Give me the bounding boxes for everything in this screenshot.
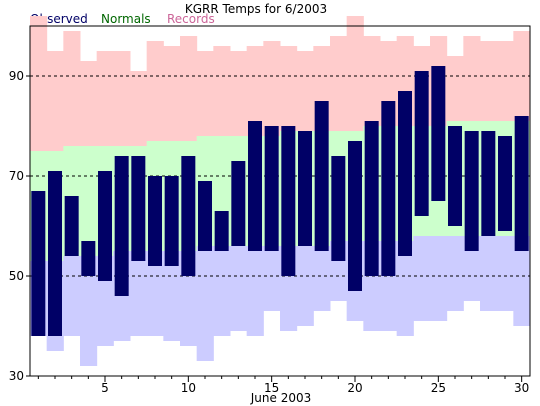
observed-bar-day-1 — [31, 191, 46, 336]
observed-bar-day-25 — [431, 66, 446, 201]
x-tick-label-10: 10 — [181, 381, 196, 395]
observed-bar-day-15 — [264, 126, 279, 251]
record-low-band-day-11 — [196, 246, 214, 361]
record-high-band-day-2 — [46, 51, 64, 151]
record-high-band-day-28 — [480, 41, 498, 121]
record-low-band-day-29 — [496, 236, 514, 311]
y-tick-label-90: 90 — [9, 69, 24, 83]
observed-bar-day-13 — [231, 161, 246, 246]
observed-bar-day-19 — [331, 156, 346, 261]
x-tick-label-25: 25 — [431, 381, 446, 395]
record-low-band-day-23 — [396, 241, 414, 336]
observed-bar-day-8 — [148, 176, 162, 266]
record-low-band-day-18 — [313, 246, 331, 311]
record-high-band-day-9 — [163, 46, 181, 141]
observed-bar-day-4 — [81, 241, 96, 276]
observed-bar-day-27 — [464, 131, 479, 251]
record-low-band-day-8 — [146, 251, 164, 336]
record-low-band-day-26 — [446, 236, 464, 311]
record-high-band-day-17 — [296, 51, 314, 131]
observed-bar-day-9 — [164, 176, 179, 266]
observed-bar-day-2 — [48, 171, 62, 336]
x-axis-label: June 2003 — [250, 391, 312, 405]
record-high-band-day-15 — [263, 41, 281, 136]
record-high-band-day-19 — [330, 36, 348, 131]
record-low-band-day-3 — [63, 256, 81, 336]
record-low-band-day-25 — [430, 236, 448, 321]
record-low-band-day-15 — [263, 246, 281, 311]
y-tick-label-30: 30 — [9, 369, 24, 383]
x-tick-label-15: 15 — [264, 381, 279, 395]
record-high-band-day-29 — [496, 41, 514, 121]
record-high-band-day-8 — [146, 41, 164, 141]
observed-bar-day-6 — [114, 156, 129, 296]
record-high-band-day-12 — [213, 46, 231, 136]
x-tick-label-30: 30 — [514, 381, 529, 395]
observed-bar-day-10 — [181, 156, 196, 276]
observed-bar-day-21 — [364, 121, 379, 276]
observed-bar-day-5 — [98, 171, 112, 281]
observed-bar-day-16 — [281, 126, 296, 276]
record-high-band-day-4 — [80, 61, 98, 146]
record-low-band-day-24 — [413, 236, 431, 321]
observed-bar-day-12 — [214, 211, 229, 251]
record-high-band-day-5 — [96, 51, 114, 146]
observed-bar-day-30 — [514, 116, 529, 251]
record-low-band-day-9 — [163, 251, 181, 341]
legend-records: Records — [167, 12, 215, 26]
legend-normals: Normals — [101, 12, 151, 26]
record-high-band-day-6 — [113, 51, 131, 146]
observed-bar-day-28 — [481, 131, 496, 236]
record-low-band-day-7 — [130, 251, 148, 336]
record-high-band-day-16 — [280, 46, 298, 131]
record-high-band-day-30 — [513, 31, 531, 121]
observed-bar-day-26 — [448, 126, 462, 226]
record-high-band-day-10 — [180, 36, 198, 141]
x-tick-label-5: 5 — [101, 381, 109, 395]
observed-bar-day-17 — [298, 131, 312, 246]
record-high-band-day-27 — [463, 36, 481, 121]
record-low-band-day-27 — [463, 236, 481, 301]
observed-bar-day-24 — [414, 71, 429, 216]
record-high-band-day-3 — [63, 31, 81, 146]
record-high-band-day-20 — [346, 16, 364, 131]
record-high-band-day-26 — [446, 56, 464, 121]
chart-title: KGRR Temps for 6/2003 — [185, 2, 327, 16]
record-high-band-day-7 — [130, 71, 148, 146]
plot-frame — [29, 25, 531, 377]
y-tick-label-50: 50 — [9, 269, 24, 283]
observed-bar-day-22 — [381, 101, 396, 276]
observed-bar-day-14 — [248, 121, 262, 251]
record-high-band-day-11 — [196, 51, 214, 136]
y-tick-label-70: 70 — [9, 169, 24, 183]
record-low-band-day-17 — [296, 246, 314, 326]
record-high-band-day-21 — [363, 36, 381, 126]
record-high-band-day-13 — [230, 51, 248, 136]
record-low-band-day-28 — [480, 236, 498, 311]
x-tick-label-20: 20 — [347, 381, 362, 395]
record-high-band-day-1 — [30, 16, 48, 151]
observed-bar-day-29 — [498, 136, 512, 231]
observed-bar-day-23 — [398, 91, 412, 256]
record-low-band-day-12 — [213, 246, 231, 336]
observed-bar-day-18 — [314, 101, 329, 251]
record-low-band-day-4 — [80, 256, 98, 366]
normal-band-day-4 — [80, 146, 98, 256]
observed-bar-day-3 — [64, 196, 79, 256]
record-low-band-day-13 — [230, 246, 248, 331]
plot-area — [30, 16, 531, 366]
observed-bar-day-20 — [348, 141, 362, 291]
record-high-band-day-14 — [246, 46, 264, 136]
observed-bar-day-7 — [131, 156, 146, 261]
record-low-band-day-30 — [513, 236, 531, 326]
axes: 30 50 70 90 5 10 15 20 25 30 — [9, 25, 531, 395]
record-low-band-day-14 — [246, 246, 264, 336]
legend: Observed Normals Records — [30, 12, 215, 26]
observed-bar-day-11 — [198, 181, 212, 251]
